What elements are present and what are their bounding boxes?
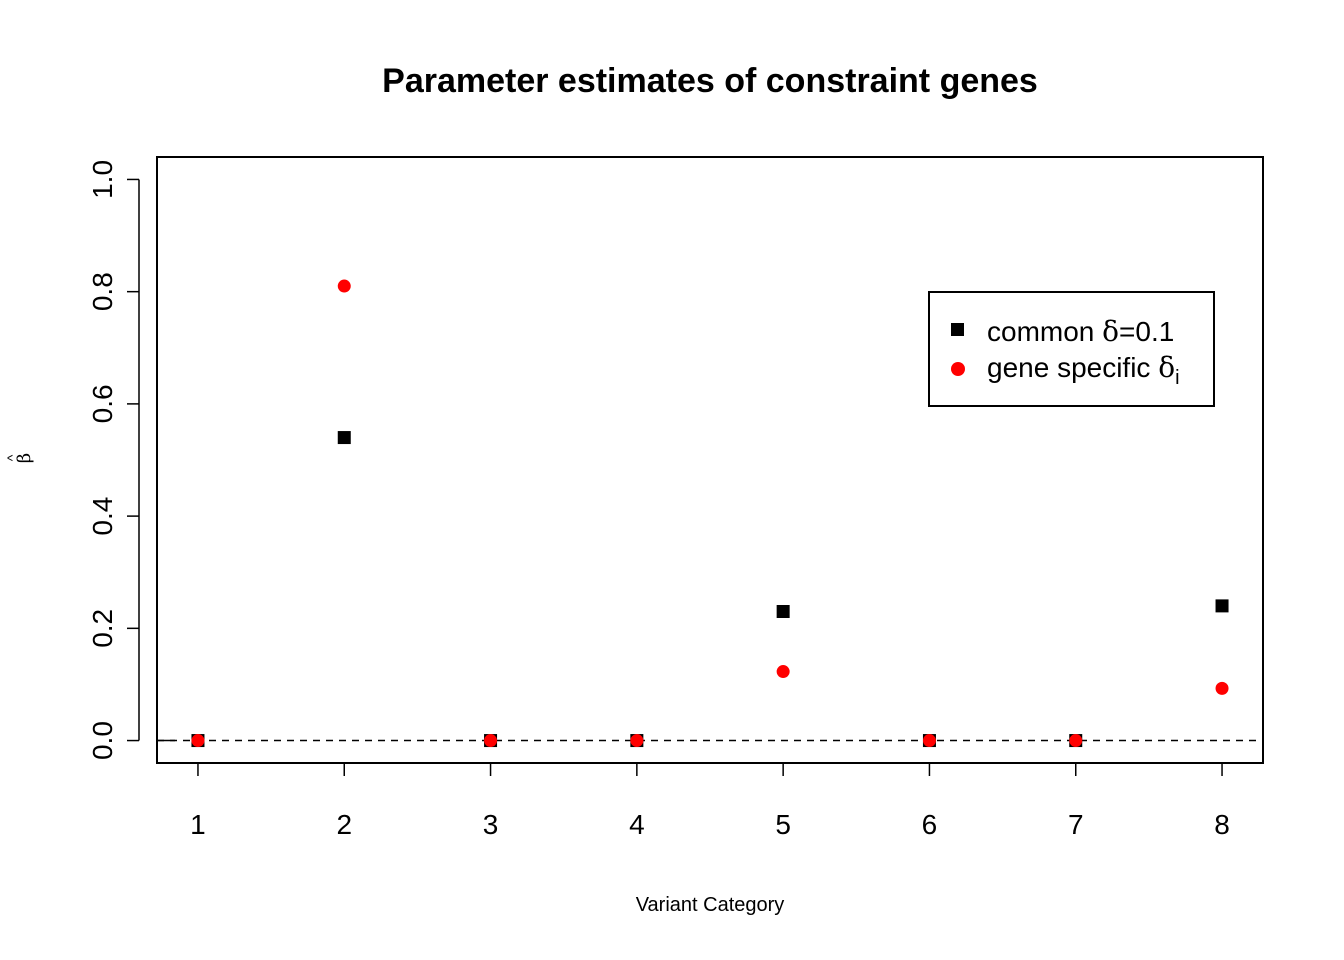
y-axis-title-symbol: β	[14, 453, 35, 463]
point-gene-specific-delta	[1215, 681, 1229, 695]
x-tick-label: 1	[190, 809, 206, 840]
point-common-delta	[337, 431, 351, 445]
chart-title: Parameter estimates of constraint genes	[382, 62, 1038, 100]
point-gene-specific-delta	[1069, 734, 1083, 748]
point-gene-specific-delta	[630, 734, 644, 748]
x-tick-label: 2	[336, 809, 352, 840]
y-tick-label: 1.0	[87, 160, 118, 199]
y-tick-label: 0.4	[87, 497, 118, 536]
legend-label-gene-specific: gene specific δi	[987, 351, 1180, 389]
y-tick-label: 0.0	[87, 721, 118, 760]
legend-label-common: common δ=0.1	[987, 315, 1174, 348]
y-tick-label: 0.2	[87, 609, 118, 648]
legend-marker-circle	[951, 362, 965, 376]
y-tick-label: 0.8	[87, 272, 118, 311]
legend: common δ=0.1 gene specific δi	[928, 291, 1215, 407]
point-gene-specific-delta	[922, 734, 936, 748]
x-tick-label: 6	[922, 809, 938, 840]
x-tick-label: 7	[1068, 809, 1084, 840]
point-gene-specific-delta	[484, 734, 498, 748]
x-axis: 1 2 3 4 5 6 7 8	[190, 762, 1230, 840]
point-gene-specific-delta	[776, 665, 790, 679]
y-tick-label: 0.6	[87, 384, 118, 423]
x-axis-title: Variant Category	[636, 894, 785, 916]
plot-frame	[156, 156, 1264, 764]
point-common-delta	[776, 605, 790, 618]
x-tick-label: 5	[775, 809, 791, 840]
x-tick-label: 3	[483, 809, 499, 840]
point-gene-specific-delta	[191, 734, 205, 748]
x-tick-label: 8	[1214, 809, 1230, 840]
y-axis-title: β ^	[4, 453, 35, 463]
y-axis: 0.0 0.2 0.4 0.6 0.8 1.0	[87, 160, 175, 760]
point-common-delta	[1215, 599, 1229, 613]
legend-marker-square	[951, 323, 964, 336]
x-tick-label: 4	[629, 809, 645, 840]
data-points	[191, 279, 1229, 748]
legend-box	[928, 291, 1215, 407]
y-axis-title-hat: ^	[4, 454, 20, 461]
point-gene-specific-delta	[337, 279, 351, 293]
